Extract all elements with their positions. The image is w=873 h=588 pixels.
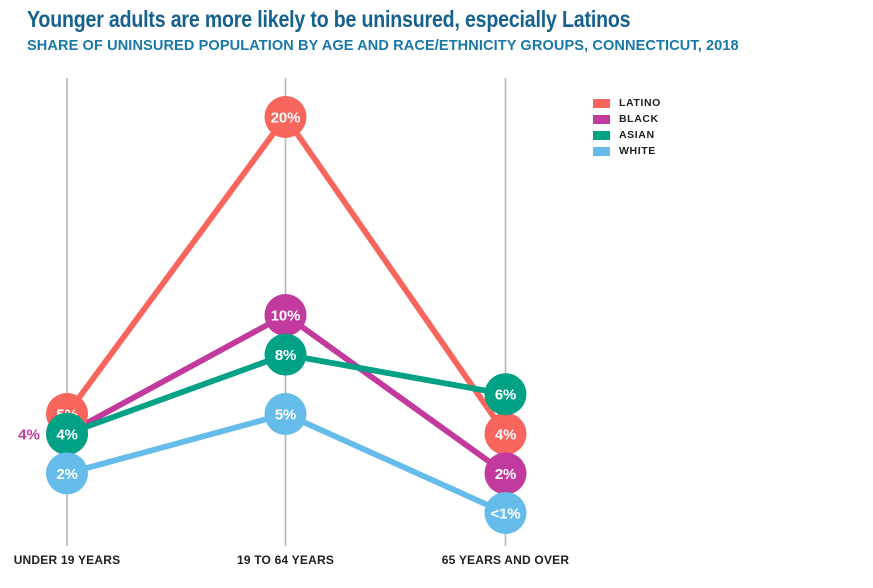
legend-label-latino: LATINO bbox=[619, 97, 661, 109]
point-label-latino-1: 20% bbox=[271, 110, 300, 127]
data-point-asian-1 bbox=[264, 333, 307, 376]
data-point-asian-0 bbox=[46, 412, 88, 455]
legend-label-white: WHITE bbox=[619, 145, 656, 157]
legend-swatch-asian bbox=[593, 130, 610, 140]
x-tick-label-1: 19 TO 64 YEARS bbox=[237, 553, 334, 567]
legend-label-black: BLACK bbox=[619, 113, 659, 125]
legend-swatch-black bbox=[593, 114, 610, 124]
point-label-white-1: 5% bbox=[275, 407, 296, 424]
x-tick-label-0: UNDER 19 YEARS bbox=[14, 553, 121, 567]
callout-label-black: 4% bbox=[18, 426, 40, 443]
legend: LATINO BLACK ASIAN WHITE bbox=[593, 95, 661, 159]
legend-swatch-latino bbox=[593, 98, 610, 108]
legend-item-latino: LATINO bbox=[593, 95, 661, 111]
point-label-latino-2: 4% bbox=[495, 426, 516, 443]
legend-item-white: WHITE bbox=[593, 143, 661, 159]
point-label-white-0: 2% bbox=[56, 466, 77, 483]
data-point-white-0 bbox=[46, 452, 88, 495]
point-label-asian-1: 8% bbox=[275, 347, 296, 364]
point-label-black-2: 2% bbox=[495, 466, 516, 483]
data-point-white-2 bbox=[484, 492, 527, 534]
data-point-black-2 bbox=[484, 452, 527, 495]
legend-item-asian: ASIAN bbox=[593, 127, 661, 143]
page-title: Younger adults are more likely to be uni… bbox=[27, 6, 631, 32]
data-point-latino-1 bbox=[264, 96, 307, 138]
legend-label-asian: ASIAN bbox=[619, 129, 655, 141]
legend-swatch-white bbox=[593, 146, 610, 156]
point-label-asian-0: 4% bbox=[56, 426, 77, 443]
data-point-asian-2 bbox=[484, 373, 527, 416]
legend-item-black: BLACK bbox=[593, 111, 661, 127]
data-point-black-1 bbox=[264, 294, 307, 336]
data-point-latino-2 bbox=[484, 412, 527, 455]
point-label-black-1: 10% bbox=[271, 308, 300, 325]
point-label-asian-2: 6% bbox=[495, 387, 516, 404]
point-label-white-2: <1% bbox=[491, 506, 521, 523]
page-subtitle: SHARE OF UNINSURED POPULATION BY AGE AND… bbox=[27, 37, 739, 54]
x-tick-label-2: 65 YEARS AND OVER bbox=[442, 553, 570, 567]
data-point-white-1 bbox=[264, 393, 307, 435]
